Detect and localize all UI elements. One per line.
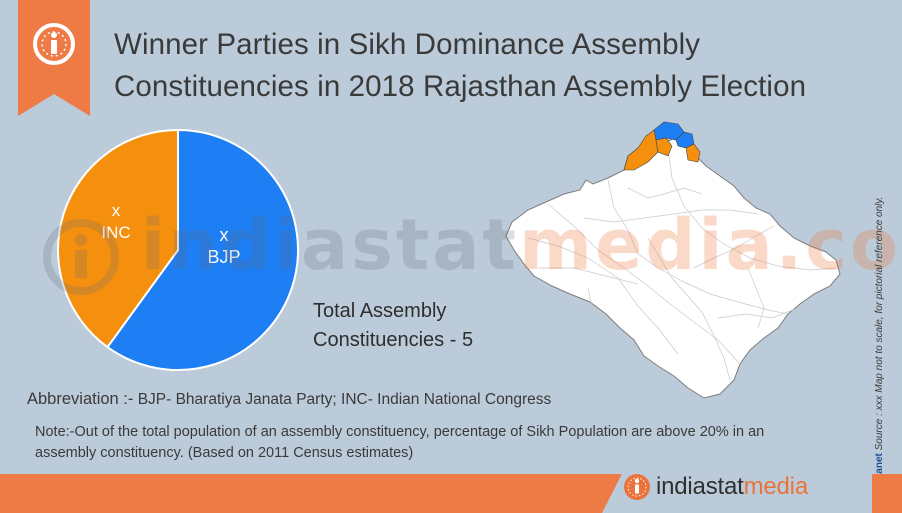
pie-label-inc: x INC xyxy=(96,200,136,244)
sikh-dominant-constituencies xyxy=(623,121,701,171)
inc-constituency-3 xyxy=(685,143,701,163)
footer-logo-text: indiastatmedia xyxy=(656,473,808,501)
inc-constituency-1 xyxy=(623,129,659,171)
pie-value-inc: x xyxy=(111,201,121,220)
pie-party-bjp: BJP xyxy=(207,247,241,267)
pie-slice-bjp xyxy=(106,128,299,371)
rajasthan-map xyxy=(488,118,848,408)
footer-logo-part-2: media xyxy=(743,473,809,500)
pie-svg xyxy=(57,128,299,371)
source-note-text: Source : xxx Map not to scale, for picto… xyxy=(874,196,885,454)
abbreviation-text: BJP- Bharatiya Janata Party; INC- Indian… xyxy=(133,391,552,408)
page-title: Winner Parties in Sikh Dominance Assembl… xyxy=(114,24,884,108)
title-line-1: Winner Parties in Sikh Dominance Assembl… xyxy=(114,28,701,61)
footer-logo: indiastatmedia xyxy=(602,460,872,513)
total-line-2: Constituencies - 5 xyxy=(313,329,474,351)
pie-chart: x INC x BJP xyxy=(56,128,300,372)
note: Note:-Out of the total population of an … xyxy=(35,424,765,461)
total-line-1: Total Assembly xyxy=(313,300,447,322)
inc-constituency-2 xyxy=(655,137,673,157)
info-icon xyxy=(33,23,75,65)
footer-logo-part-1: indiastat xyxy=(656,473,744,500)
state-outline xyxy=(505,137,841,399)
total-constituencies: Total Assembly Constituencies - 5 xyxy=(313,297,473,355)
pie-party-inc: INC xyxy=(101,223,131,242)
info-icon xyxy=(624,474,650,500)
info-badge xyxy=(18,0,90,116)
pie-slice-inc xyxy=(57,128,179,349)
pie-label-bjp: x BJP xyxy=(202,224,246,268)
abbreviation-key: Abbreviation :- xyxy=(27,390,134,408)
source-note: © Datanet Source : xxx Map not to scale,… xyxy=(874,197,885,500)
title-line-2: Constituencies in 2018 Rajasthan Assembl… xyxy=(114,70,807,103)
district-lines xyxy=(527,147,837,381)
abbreviation: Abbreviation :- BJP- Bharatiya Janata Pa… xyxy=(27,390,551,409)
pie-value-bjp: x xyxy=(219,225,229,245)
map-svg xyxy=(505,121,841,399)
